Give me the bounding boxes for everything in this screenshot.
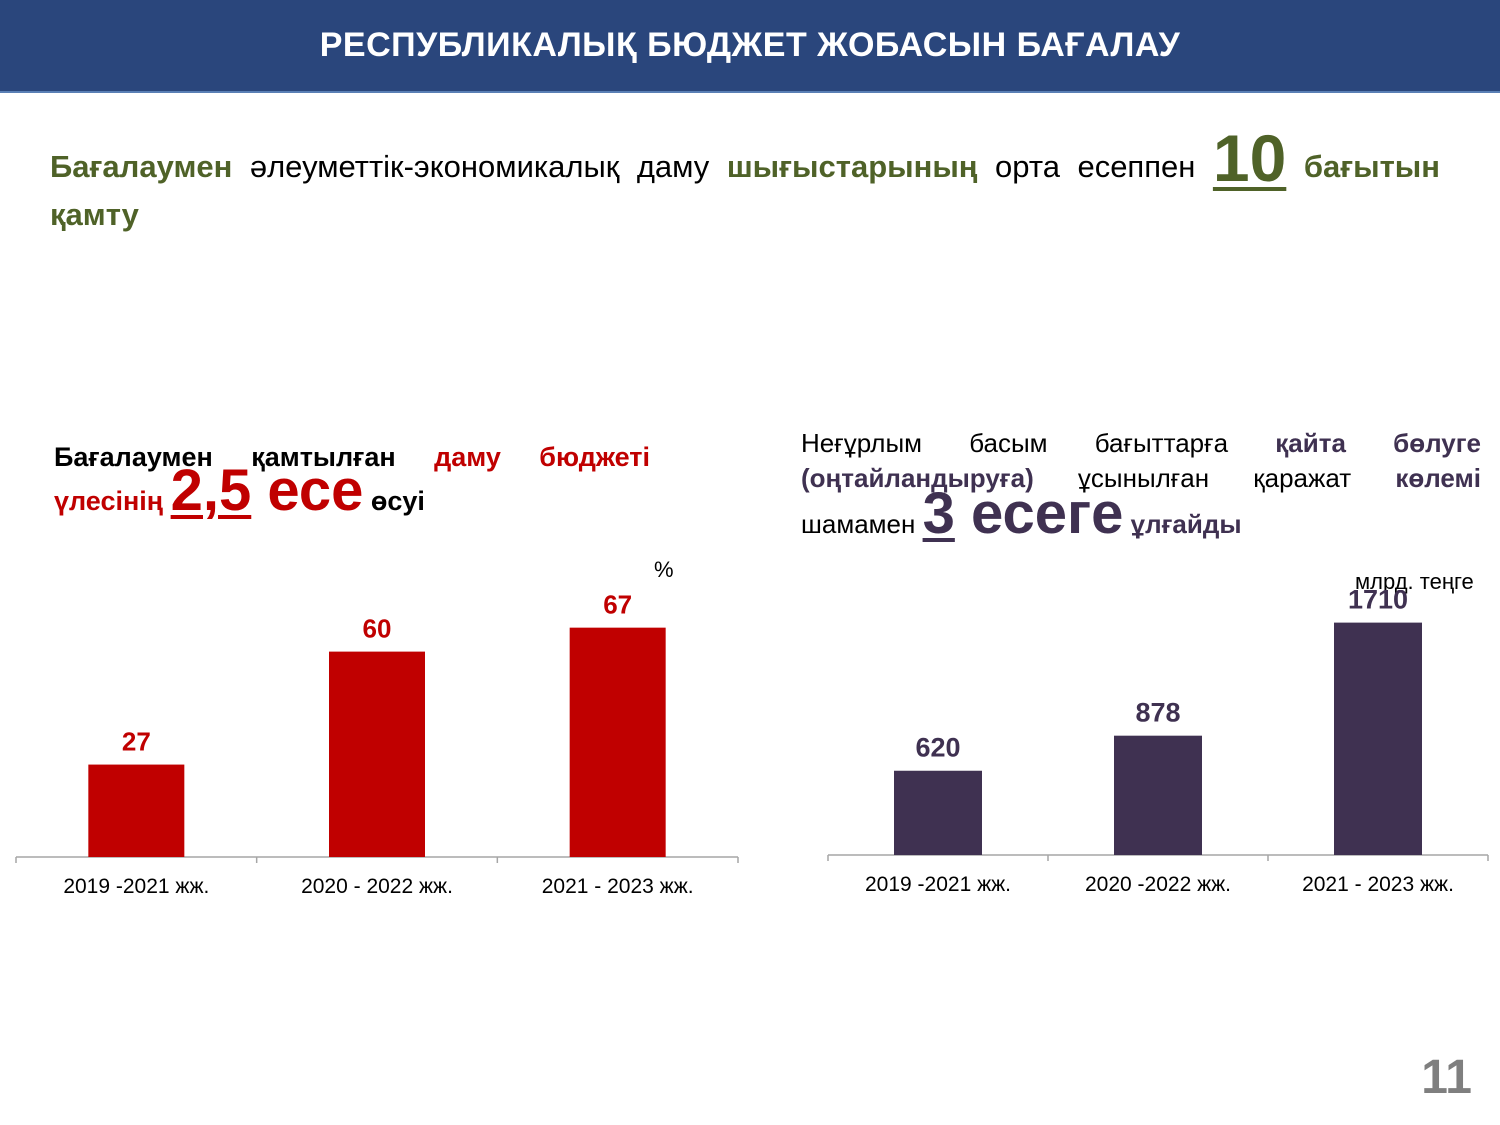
data-label-1: 60 [363,614,392,644]
left-heading: Бағалаумен қамтылған даму бюджеті үлесін… [54,440,650,520]
right-bar-chart: 620 2019 -2021 жж. 878 2020 -2022 жж. 1710 20… [827,590,1489,896]
category-label-2: 2021 - 2023 жж. [1302,873,1454,896]
intro-part1: Бағалаумен [50,149,233,184]
left-big2: есе [251,458,364,523]
left-bar-chart: 27 2019 -2021 жж. 60 2020 - 2022 жж. 67 2021 … [15,590,739,898]
intro-part5: бағытын қамту [50,149,1440,232]
right-big2: есеге [954,481,1124,546]
left-t1: Бағалаумен қамтылған [54,442,435,472]
left-t2: даму бюджеті үлесінің [54,442,650,516]
intro-part4: орта есеппен [977,149,1213,184]
data-label-1: 878 [1135,698,1180,728]
slide-header: РЕСПУБЛИКАЛЫҚ БЮДЖЕТ ЖОБАСЫН БАҒАЛАУ [0,0,1500,93]
data-label-2: 1710 [1348,590,1408,615]
right-t2: қайта бөлуге (оңтайландыруға) [801,428,1481,493]
slide-title: РЕСПУБЛИКАЛЫҚ БЮДЖЕТ ЖОБАСЫН БАҒАЛАУ [319,26,1181,64]
category-label-1: 2020 -2022 жж. [1085,873,1231,896]
category-label-0: 2019 -2021 жж. [865,873,1011,896]
right-unit: млрд. теңге [1355,569,1474,594]
data-label-2: 67 [603,590,632,620]
bar-1 [329,651,425,857]
left-unit: % [654,557,674,582]
right-big: 3 [922,481,955,546]
right-heading: Неғұрлым басым бағыттарға қайта бөлуге (… [801,426,1481,543]
intro-text: Бағалаумен әлеуметтік-экономикалық даму … [50,125,1440,239]
intro-big-number: 10 [1212,121,1287,195]
left-t3: өсуі [363,486,425,516]
data-label-0: 620 [915,733,960,763]
right-t6: ұлғайды [1123,509,1242,539]
category-label-2: 2021 - 2023 жж. [542,875,694,898]
category-label-1: 2020 - 2022 жж. [301,875,453,898]
data-label-0: 27 [122,727,151,757]
bar-0 [88,764,185,857]
right-t4: көлемі [1395,463,1481,493]
intro-part3: шығыстарының [726,149,978,184]
left-big: 2,5 [170,458,252,523]
bar-2 [1334,622,1422,855]
right-t3: ұсынылған қаражат [1033,463,1396,493]
intro-part2: әлеуметтік-экономикалық даму [232,149,727,184]
bar-0 [894,770,982,855]
page-number: 11 [1421,1051,1472,1104]
right-t5: шамамен [801,509,923,539]
right-t1: Неғұрлым басым бағыттарға [801,428,1276,458]
category-label-0: 2019 -2021 жж. [63,875,209,898]
bar-2 [569,627,666,857]
bar-1 [1114,735,1202,855]
